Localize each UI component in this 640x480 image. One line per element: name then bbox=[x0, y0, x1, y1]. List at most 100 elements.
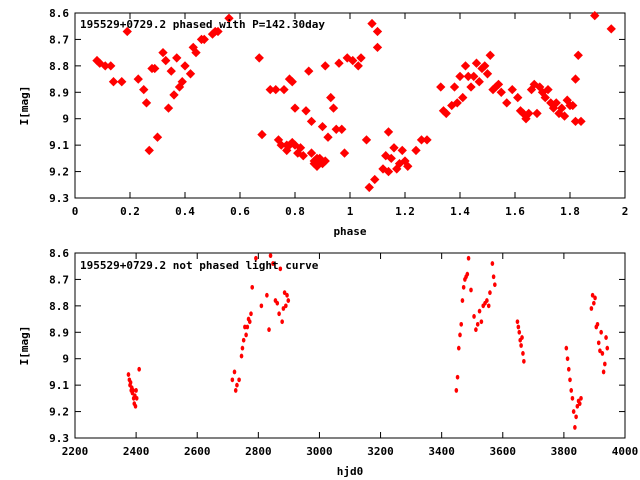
data-point bbox=[460, 61, 471, 71]
data-point bbox=[267, 327, 271, 333]
x-axis-label: phase bbox=[333, 225, 366, 238]
data-point bbox=[573, 50, 583, 60]
data-point bbox=[306, 116, 317, 127]
data-point bbox=[141, 98, 152, 108]
data-point bbox=[517, 329, 522, 335]
data-point bbox=[158, 47, 168, 58]
data-point bbox=[166, 66, 176, 76]
data-point bbox=[177, 77, 187, 87]
data-point bbox=[137, 366, 141, 372]
x-tick-label: 1 bbox=[347, 205, 354, 218]
data-point bbox=[416, 135, 427, 145]
data-point bbox=[245, 324, 250, 330]
data-point bbox=[570, 74, 581, 84]
data-point bbox=[579, 395, 583, 401]
data-point bbox=[172, 53, 182, 63]
data-point bbox=[191, 47, 201, 58]
data-point bbox=[575, 403, 580, 409]
y-tick-label: 8.6 bbox=[49, 7, 69, 20]
x-tick-label: 2400 bbox=[123, 445, 150, 458]
data-point bbox=[301, 106, 311, 116]
data-point bbox=[474, 327, 478, 333]
x-tick-label: 3200 bbox=[367, 445, 394, 458]
data-point bbox=[502, 98, 512, 108]
data-point bbox=[334, 58, 344, 68]
data-point bbox=[565, 356, 570, 362]
data-point bbox=[590, 10, 600, 21]
data-point bbox=[117, 77, 127, 87]
data-point bbox=[436, 82, 446, 92]
data-point bbox=[397, 145, 407, 156]
x-tick-label: 2 bbox=[622, 205, 629, 218]
data-point bbox=[574, 414, 578, 420]
data-point bbox=[144, 145, 154, 156]
data-point bbox=[559, 111, 570, 121]
y-tick-label: 8.8 bbox=[49, 60, 69, 73]
x-tick-label: 4000 bbox=[612, 445, 639, 458]
x-axis-label: hjd0 bbox=[337, 465, 364, 478]
data-point bbox=[532, 108, 542, 119]
data-point bbox=[280, 319, 284, 325]
data-point bbox=[601, 369, 606, 375]
data-point bbox=[386, 153, 396, 164]
y-tick-label: 9 bbox=[62, 113, 69, 126]
data-point bbox=[372, 42, 383, 53]
x-tick-label: 3400 bbox=[428, 445, 455, 458]
plot-frame bbox=[74, 12, 626, 199]
data-point bbox=[275, 300, 280, 306]
x-tick-label: 0 bbox=[72, 205, 79, 218]
data-point bbox=[485, 298, 489, 303]
data-point bbox=[163, 103, 174, 113]
data-point bbox=[411, 145, 421, 156]
x-tick-label: 3600 bbox=[490, 445, 517, 458]
data-point bbox=[571, 409, 576, 414]
data-point bbox=[230, 377, 235, 383]
data-point bbox=[449, 82, 460, 92]
phased-light-curve-chart: 8.6 8.7 8.8 8.9 9 9.1 9.2 9.3 0 0.2 0.4 0.6 0.8 1 1.2… bbox=[18, 7, 628, 238]
data-point bbox=[326, 92, 336, 103]
data-point bbox=[276, 140, 286, 150]
data-point bbox=[389, 143, 399, 153]
data-point bbox=[515, 319, 520, 325]
data-point bbox=[485, 50, 495, 60]
data-point bbox=[320, 61, 330, 71]
data-point bbox=[249, 311, 253, 317]
data-point bbox=[456, 345, 461, 351]
data-point bbox=[472, 314, 476, 319]
data-point bbox=[461, 284, 466, 290]
data-point bbox=[589, 306, 594, 311]
data-point bbox=[339, 148, 350, 158]
x-axis: 2200 2400 2600 2800 3000 3200 3400 3600 3800 4000 bbox=[62, 253, 639, 458]
data-point bbox=[463, 71, 473, 82]
x-tick-label: 2200 bbox=[62, 445, 89, 458]
data-point bbox=[599, 329, 603, 335]
data-point bbox=[479, 319, 484, 325]
data-point bbox=[383, 166, 394, 177]
data-point bbox=[367, 18, 377, 29]
x-tick-label: 1.8 bbox=[560, 205, 580, 218]
data-point bbox=[247, 319, 252, 325]
data-point bbox=[469, 71, 479, 82]
x-tick-label: 1.2 bbox=[395, 205, 415, 218]
data-point bbox=[465, 271, 470, 277]
data-point bbox=[383, 127, 394, 137]
data-point bbox=[568, 377, 572, 383]
data-point bbox=[250, 284, 255, 290]
data-point bbox=[557, 103, 567, 113]
data-point bbox=[596, 340, 601, 346]
data-point bbox=[254, 53, 264, 63]
plot-frame bbox=[74, 252, 626, 439]
data-point bbox=[286, 298, 291, 303]
data-point bbox=[577, 401, 582, 407]
unphased-light-curve-chart: 8.6 8.7 8.8 8.9 9 9.1 9.2 9.3 2200 2400 2600 2800 3… bbox=[18, 247, 638, 478]
data-point bbox=[331, 124, 341, 134]
data-point bbox=[134, 388, 138, 393]
data-point bbox=[235, 382, 239, 388]
data-point bbox=[576, 116, 586, 127]
data-point bbox=[131, 388, 135, 393]
data-point bbox=[285, 292, 289, 298]
data-point bbox=[604, 335, 608, 340]
data-point bbox=[459, 321, 464, 327]
y-tick-label: 9.3 bbox=[49, 192, 69, 205]
